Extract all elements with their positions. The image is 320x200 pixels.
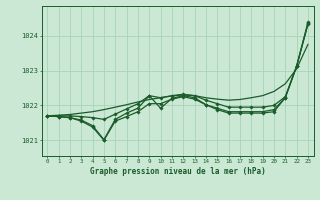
X-axis label: Graphe pression niveau de la mer (hPa): Graphe pression niveau de la mer (hPa): [90, 167, 266, 176]
